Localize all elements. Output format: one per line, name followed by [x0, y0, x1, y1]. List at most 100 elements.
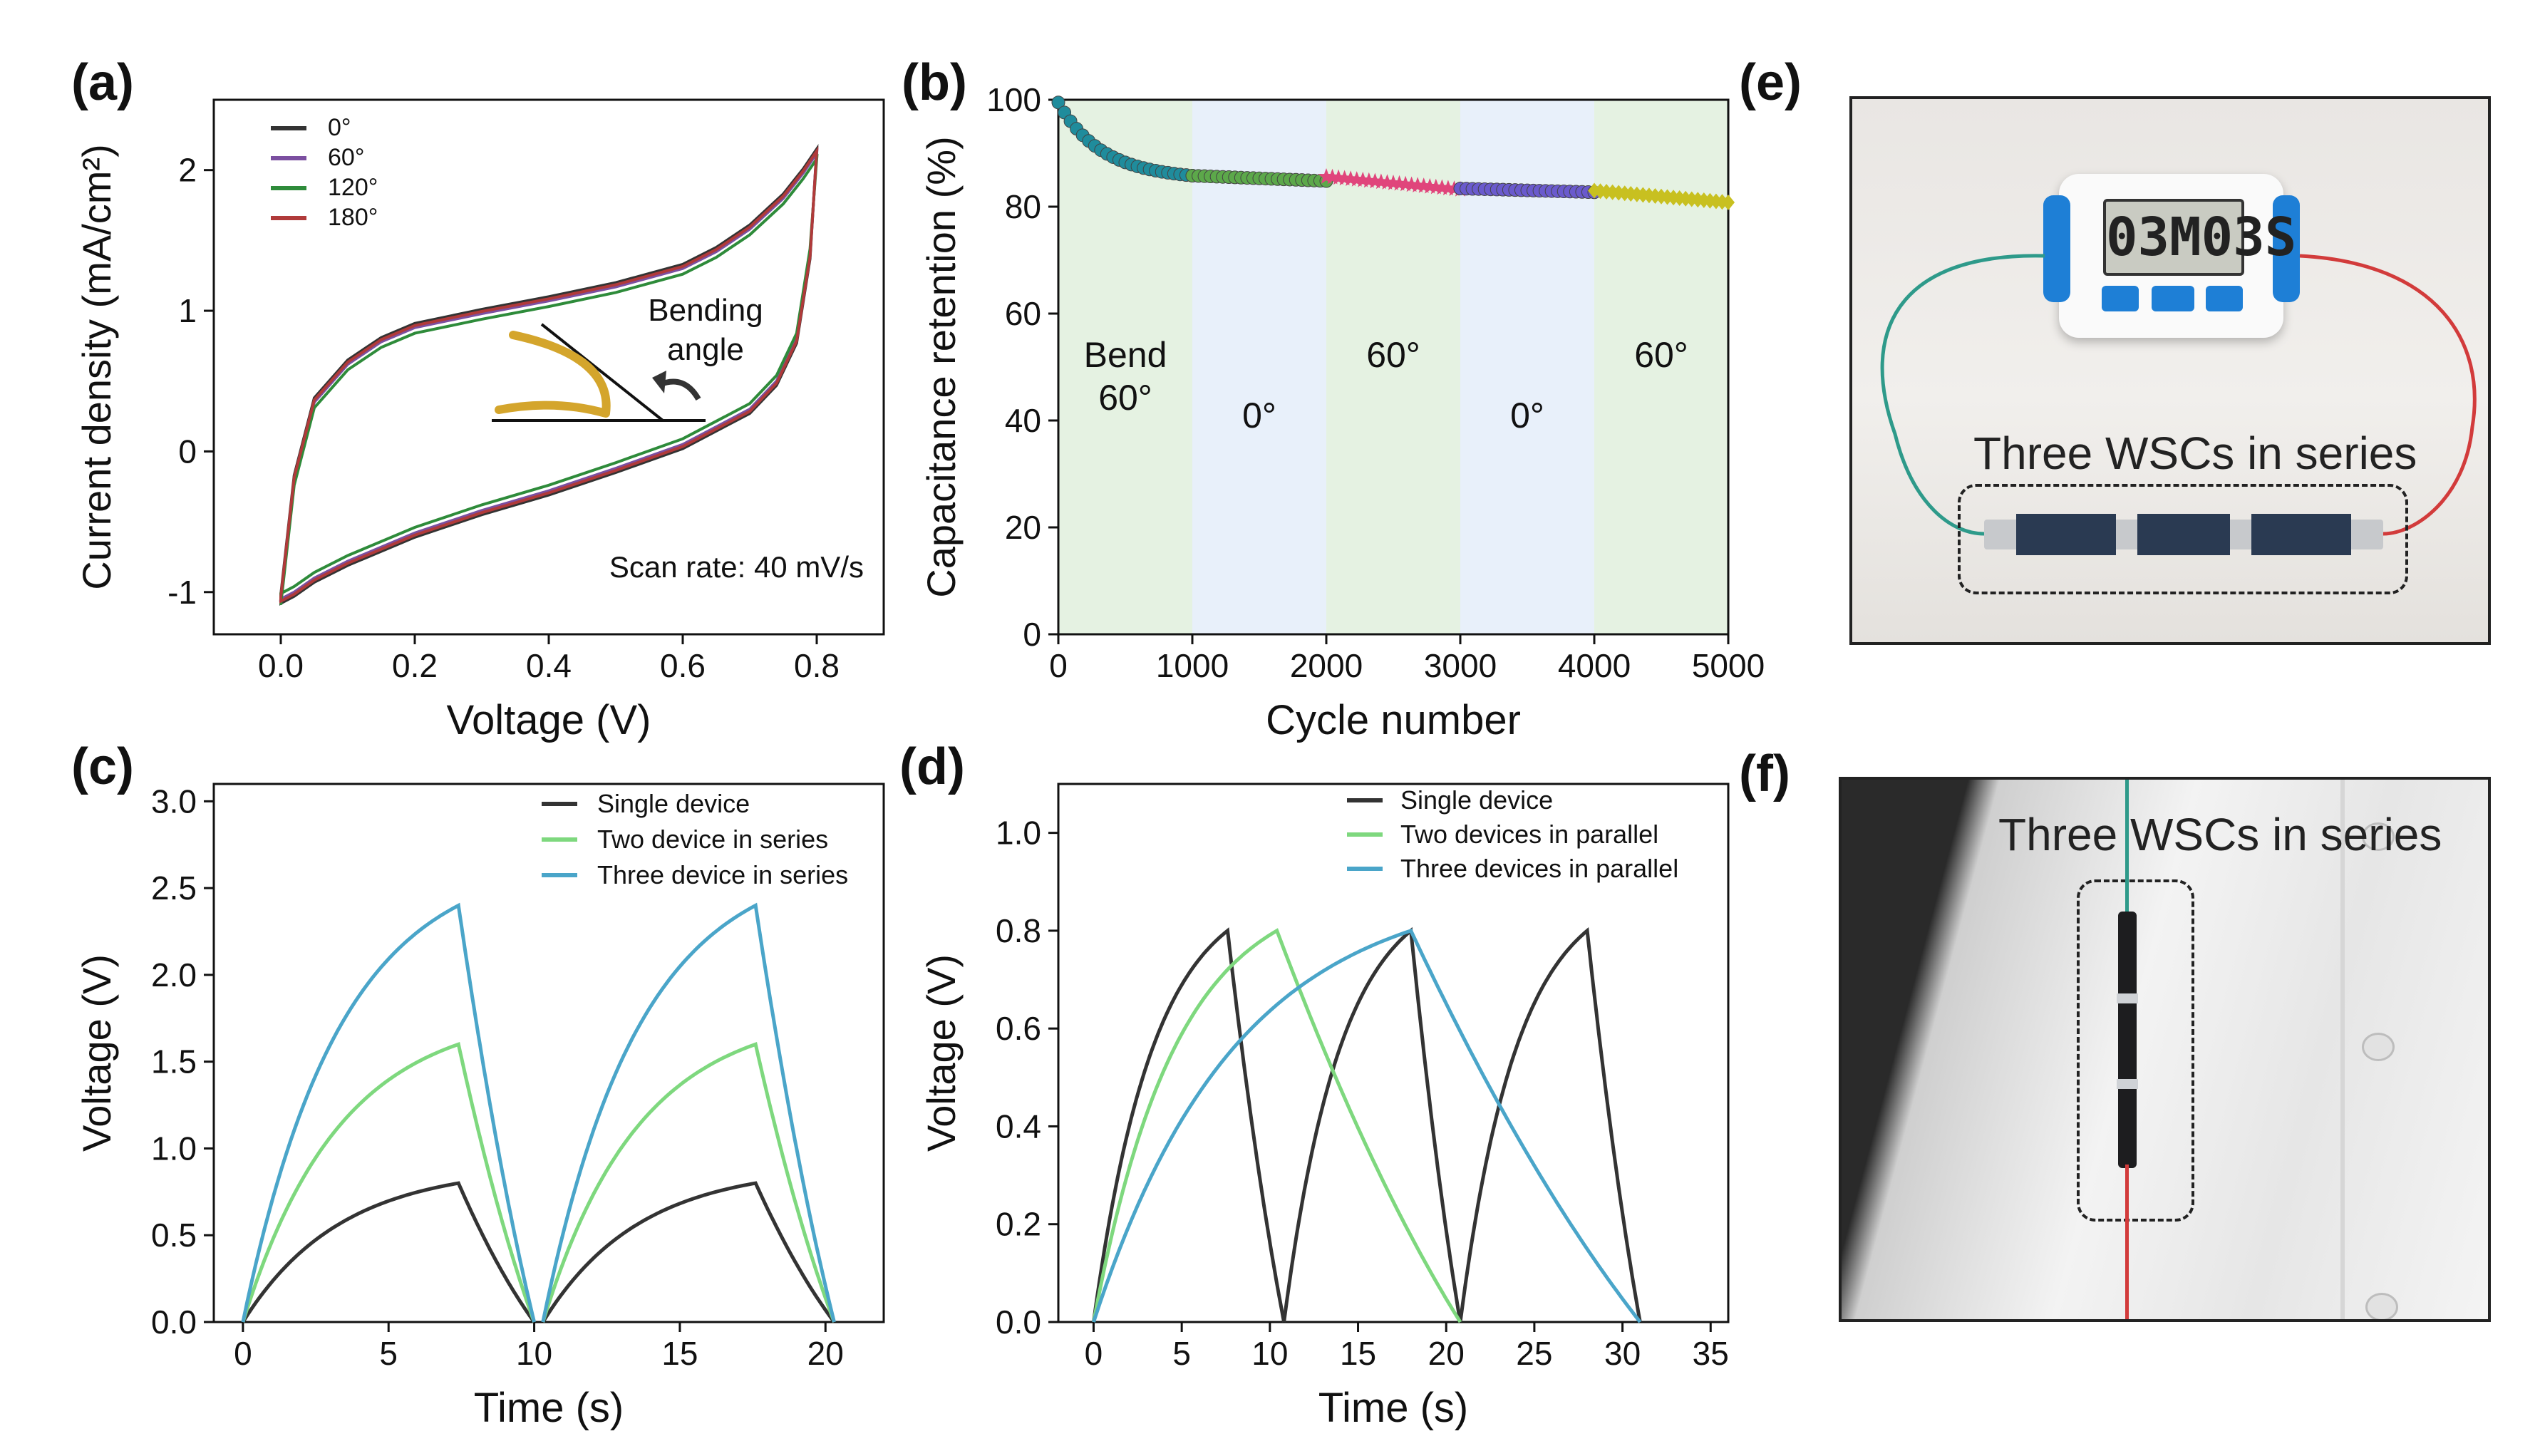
x-tick-label: 2000	[1290, 647, 1363, 684]
gcd-c-series-2-cycle-0	[241, 902, 537, 1323]
gcd-c-series-1-cycle-1	[541, 1041, 836, 1323]
legend-label-c-2: Three device in series	[597, 860, 848, 889]
gcd-d-series-2-cycle-0	[1092, 928, 1642, 1323]
chart-a: 0.0 0.2 0.4 0.6 0.8 -1 0 1 2 Voltage (V) Current d…	[74, 98, 885, 743]
x-tick-label: 5	[1172, 1335, 1191, 1372]
inset-rotation-arrow	[658, 378, 701, 401]
y-tick-label: 1.0	[996, 815, 1041, 852]
timer-left-grip	[2043, 195, 2070, 302]
x-tick-label: 0	[1049, 647, 1068, 684]
legend-label-3: 180°	[328, 204, 378, 231]
coat-button-1	[2362, 822, 2395, 851]
y-tick-label: 1	[178, 292, 197, 329]
x-tick-label: 15	[661, 1335, 698, 1372]
gcd-c-series-0-cycle-1	[541, 1181, 836, 1323]
y-axis-label: Voltage (V)	[919, 954, 964, 1152]
y-tick-label: 3.0	[151, 783, 197, 820]
x-tick-label: 25	[1516, 1335, 1552, 1372]
timer-right-grip	[2273, 195, 2300, 302]
x-axis-label: Time (s)	[1318, 1385, 1468, 1431]
timer-button-left	[2102, 286, 2139, 311]
x-tick-label: 0.4	[526, 647, 572, 684]
y-tick-label: 0	[1023, 616, 1041, 653]
x-tick-label: 10	[516, 1335, 552, 1372]
gcd-c-series-1-cycle-0	[241, 1041, 536, 1323]
x-tick-label: 20	[1428, 1335, 1465, 1372]
x-tick-label: 30	[1604, 1335, 1641, 1372]
photo-f: Three WSCs in series	[1839, 777, 2491, 1322]
y-tick-label: 80	[1005, 188, 1041, 225]
y-tick-label: 2.5	[151, 869, 197, 907]
legend-label-0: 0°	[328, 114, 351, 141]
region-label-0: Bend	[1084, 335, 1167, 375]
y-axis-label: Current density (mA/cm²)	[74, 144, 119, 589]
legend-label-d-2: Three devices in parallel	[1400, 854, 1678, 883]
red-wire-f	[2125, 1165, 2129, 1319]
chart-c: 0 5 10 15 20 0.0 0.5 1.0 1.5 2.0 2.5 3.0 Time (s) Vol…	[74, 783, 885, 1431]
x-tick-label: 0.0	[258, 647, 304, 684]
wsc-column	[2118, 912, 2137, 1168]
panel-label-a: (a)	[71, 54, 134, 111]
wsc-device-2	[2137, 514, 2230, 555]
x-tick-label: 0.2	[392, 647, 438, 684]
wsc-device-3	[2251, 514, 2351, 555]
region-label-1: 0°	[1242, 396, 1276, 435]
y-tick-label: 0.0	[996, 1303, 1041, 1341]
region-1	[1192, 100, 1326, 634]
region-label-2: 60°	[1366, 335, 1420, 375]
scan-rate-annotation: Scan rate: 40 mV/s	[609, 550, 864, 584]
plot-frame	[1057, 783, 1730, 1323]
legend-label-d-0: Single device	[1400, 785, 1553, 815]
retention-point	[1051, 95, 1065, 110]
timer-button-middle	[2152, 286, 2194, 311]
region-3	[1460, 100, 1594, 634]
photo-e-caption: Three WSCs in series	[1973, 428, 2417, 479]
x-tick-label: 3000	[1424, 647, 1497, 684]
legend-label-c-1: Two device in series	[597, 825, 828, 854]
gcd-d-series-0-cycle-1	[1282, 926, 1462, 1323]
y-tick-label: -1	[167, 574, 197, 611]
coat-fold	[2340, 780, 2345, 1319]
x-axis-label: Voltage (V)	[447, 697, 651, 743]
gcd-d-series-0-cycle-2	[1458, 926, 1642, 1323]
region-label-3: 0°	[1510, 396, 1544, 435]
x-tick-label: 0	[234, 1335, 252, 1372]
gcd-d-series-1-cycle-0	[1092, 928, 1462, 1323]
chart-b: 0 1000 2000 3000 4000 5000 0 20 40 60 80 100 Cycle n…	[919, 81, 1765, 743]
green-wire-f	[2125, 780, 2129, 915]
x-tick-label: 1000	[1156, 647, 1229, 684]
panel-label-f: (f)	[1739, 745, 1790, 802]
x-tick-label: 35	[1693, 1335, 1729, 1372]
y-axis-label: Capacitance retention (%)	[919, 136, 964, 597]
x-tick-label: 10	[1251, 1335, 1288, 1372]
gcd-d-series-0-cycle-0	[1092, 927, 1286, 1323]
y-axis-label: Voltage (V)	[74, 954, 119, 1152]
panel-label-c: (c)	[71, 738, 134, 795]
inset-label-line1: Bending	[648, 293, 763, 328]
y-tick-label: 0.8	[996, 912, 1041, 949]
wsc-device-1	[2016, 514, 2116, 555]
photo-e: 03M03S Three WSCs in series	[1849, 96, 2491, 645]
y-tick-label: 2	[178, 152, 197, 189]
y-tick-label: 0.6	[996, 1010, 1041, 1047]
y-tick-label: 20	[1005, 509, 1041, 546]
x-tick-label: 15	[1340, 1335, 1376, 1372]
timer-button-right	[2206, 286, 2243, 311]
panel-label-e: (e)	[1739, 54, 1802, 111]
y-tick-label: 0.2	[996, 1206, 1041, 1243]
y-tick-label: 0.5	[151, 1217, 197, 1254]
coat-button-2	[2362, 1033, 2395, 1061]
x-tick-label: 0.6	[660, 647, 706, 684]
x-tick-label: 20	[807, 1335, 844, 1372]
panel-label-b: (b)	[902, 54, 967, 111]
photo-f-caption: Three WSCs in series	[1998, 809, 2442, 860]
legend-label-1: 60°	[328, 144, 364, 171]
inset-bent-line	[540, 323, 664, 422]
plot-frame	[212, 783, 885, 1323]
y-tick-label: 60	[1005, 295, 1041, 332]
plot-frame	[1057, 98, 1730, 636]
y-tick-label: 100	[986, 81, 1041, 118]
y-tick-label: 0.4	[996, 1108, 1041, 1145]
x-tick-label: 0.8	[794, 647, 840, 684]
